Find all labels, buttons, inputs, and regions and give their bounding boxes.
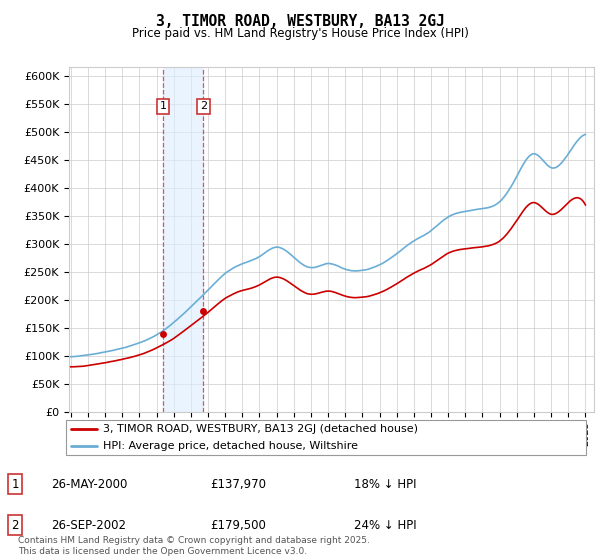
Text: £179,500: £179,500 xyxy=(210,519,266,532)
Text: 18% ↓ HPI: 18% ↓ HPI xyxy=(354,478,416,491)
Text: 1: 1 xyxy=(160,101,166,111)
Text: £137,970: £137,970 xyxy=(210,478,266,491)
Text: 1: 1 xyxy=(11,478,19,491)
FancyBboxPatch shape xyxy=(65,420,586,455)
Text: 26-SEP-2002: 26-SEP-2002 xyxy=(51,519,126,532)
Text: 26-MAY-2000: 26-MAY-2000 xyxy=(51,478,127,491)
Text: HPI: Average price, detached house, Wiltshire: HPI: Average price, detached house, Wilt… xyxy=(103,441,358,451)
Text: 24% ↓ HPI: 24% ↓ HPI xyxy=(354,519,416,532)
Text: Contains HM Land Registry data © Crown copyright and database right 2025.
This d: Contains HM Land Registry data © Crown c… xyxy=(18,536,370,556)
Bar xyxy=(163,67,203,412)
Text: 2: 2 xyxy=(11,519,19,532)
Text: 3, TIMOR ROAD, WESTBURY, BA13 2GJ: 3, TIMOR ROAD, WESTBURY, BA13 2GJ xyxy=(155,14,445,29)
Text: Price paid vs. HM Land Registry's House Price Index (HPI): Price paid vs. HM Land Registry's House … xyxy=(131,27,469,40)
Text: 3, TIMOR ROAD, WESTBURY, BA13 2GJ (detached house): 3, TIMOR ROAD, WESTBURY, BA13 2GJ (detac… xyxy=(103,424,418,434)
Text: 2: 2 xyxy=(200,101,207,111)
